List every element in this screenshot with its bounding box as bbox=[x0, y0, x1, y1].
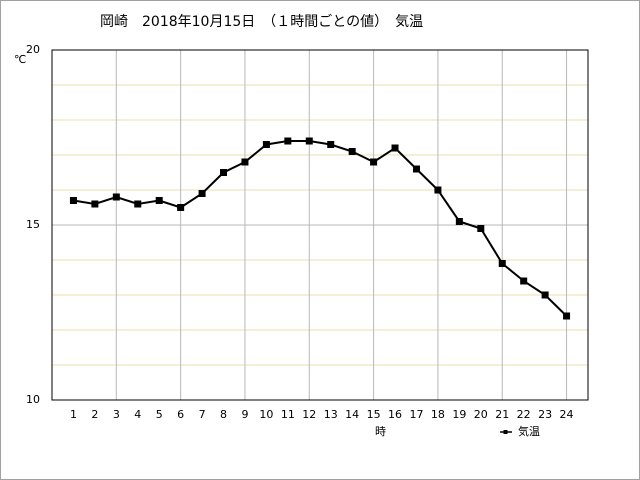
point-marker bbox=[220, 169, 228, 176]
x-tick-label: 12 bbox=[302, 408, 316, 421]
plot-border bbox=[51, 49, 589, 401]
point-marker bbox=[498, 260, 506, 267]
x-tick-label: 5 bbox=[156, 408, 163, 421]
x-tick-label: 8 bbox=[220, 408, 227, 421]
x-tick-label: 10 bbox=[259, 408, 273, 421]
point-marker bbox=[541, 291, 549, 299]
point-marker bbox=[348, 148, 356, 155]
point-marker bbox=[412, 165, 420, 173]
x-tick-label: 4 bbox=[134, 408, 141, 421]
x-tick-label: 23 bbox=[538, 408, 552, 421]
point-marker bbox=[477, 225, 485, 232]
x-tick-label: 24 bbox=[560, 408, 574, 421]
y-tick-label: 15 bbox=[26, 218, 40, 231]
point-marker bbox=[391, 144, 399, 152]
point-marker bbox=[455, 218, 463, 225]
x-tick-label: 7 bbox=[199, 408, 206, 421]
x-tick-label: 18 bbox=[431, 408, 445, 421]
point-marker bbox=[69, 197, 77, 204]
x-tick-label: 3 bbox=[113, 408, 120, 421]
y-tick-label: 20 bbox=[26, 43, 40, 56]
x-tick-label: 13 bbox=[324, 408, 338, 421]
x-tick-label: 9 bbox=[241, 408, 248, 421]
chart-title: 岡崎 2018年10月15日 （１時間ごとの値） 気温 bbox=[100, 14, 423, 30]
x-tick-label: 21 bbox=[495, 408, 509, 421]
x-tick-label: 19 bbox=[452, 408, 466, 421]
y-axis-label: ℃ bbox=[14, 53, 26, 66]
point-marker bbox=[134, 200, 142, 208]
point-marker bbox=[241, 158, 249, 166]
point-marker bbox=[262, 141, 270, 148]
point-marker bbox=[305, 137, 313, 145]
point-marker bbox=[177, 204, 185, 211]
x-tick-label: 11 bbox=[281, 408, 295, 421]
y-tick-label: 10 bbox=[26, 393, 40, 406]
point-marker bbox=[370, 158, 378, 166]
x-tick-label: 14 bbox=[345, 408, 359, 421]
point-marker bbox=[112, 193, 120, 201]
x-tick-label: 15 bbox=[367, 408, 381, 421]
point-marker bbox=[434, 186, 442, 194]
point-marker bbox=[155, 197, 163, 204]
point-marker bbox=[284, 137, 292, 145]
x-tick-label: 22 bbox=[517, 408, 531, 421]
point-marker bbox=[91, 200, 99, 208]
x-tick-label: 20 bbox=[474, 408, 488, 421]
legend-marker bbox=[503, 430, 508, 434]
x-tick-label: 17 bbox=[409, 408, 423, 421]
x-tick-label: 1 bbox=[70, 408, 77, 421]
x-axis-label: 時 bbox=[375, 425, 386, 438]
x-tick-label: 6 bbox=[177, 408, 184, 421]
x-tick-label: 2 bbox=[91, 408, 98, 421]
point-marker bbox=[520, 277, 528, 285]
point-marker bbox=[198, 190, 206, 197]
point-marker bbox=[327, 141, 335, 148]
x-tick-label: 16 bbox=[388, 408, 402, 421]
point-marker bbox=[563, 312, 571, 320]
series-line bbox=[73, 140, 568, 317]
legend-label: 気温 bbox=[518, 424, 540, 438]
